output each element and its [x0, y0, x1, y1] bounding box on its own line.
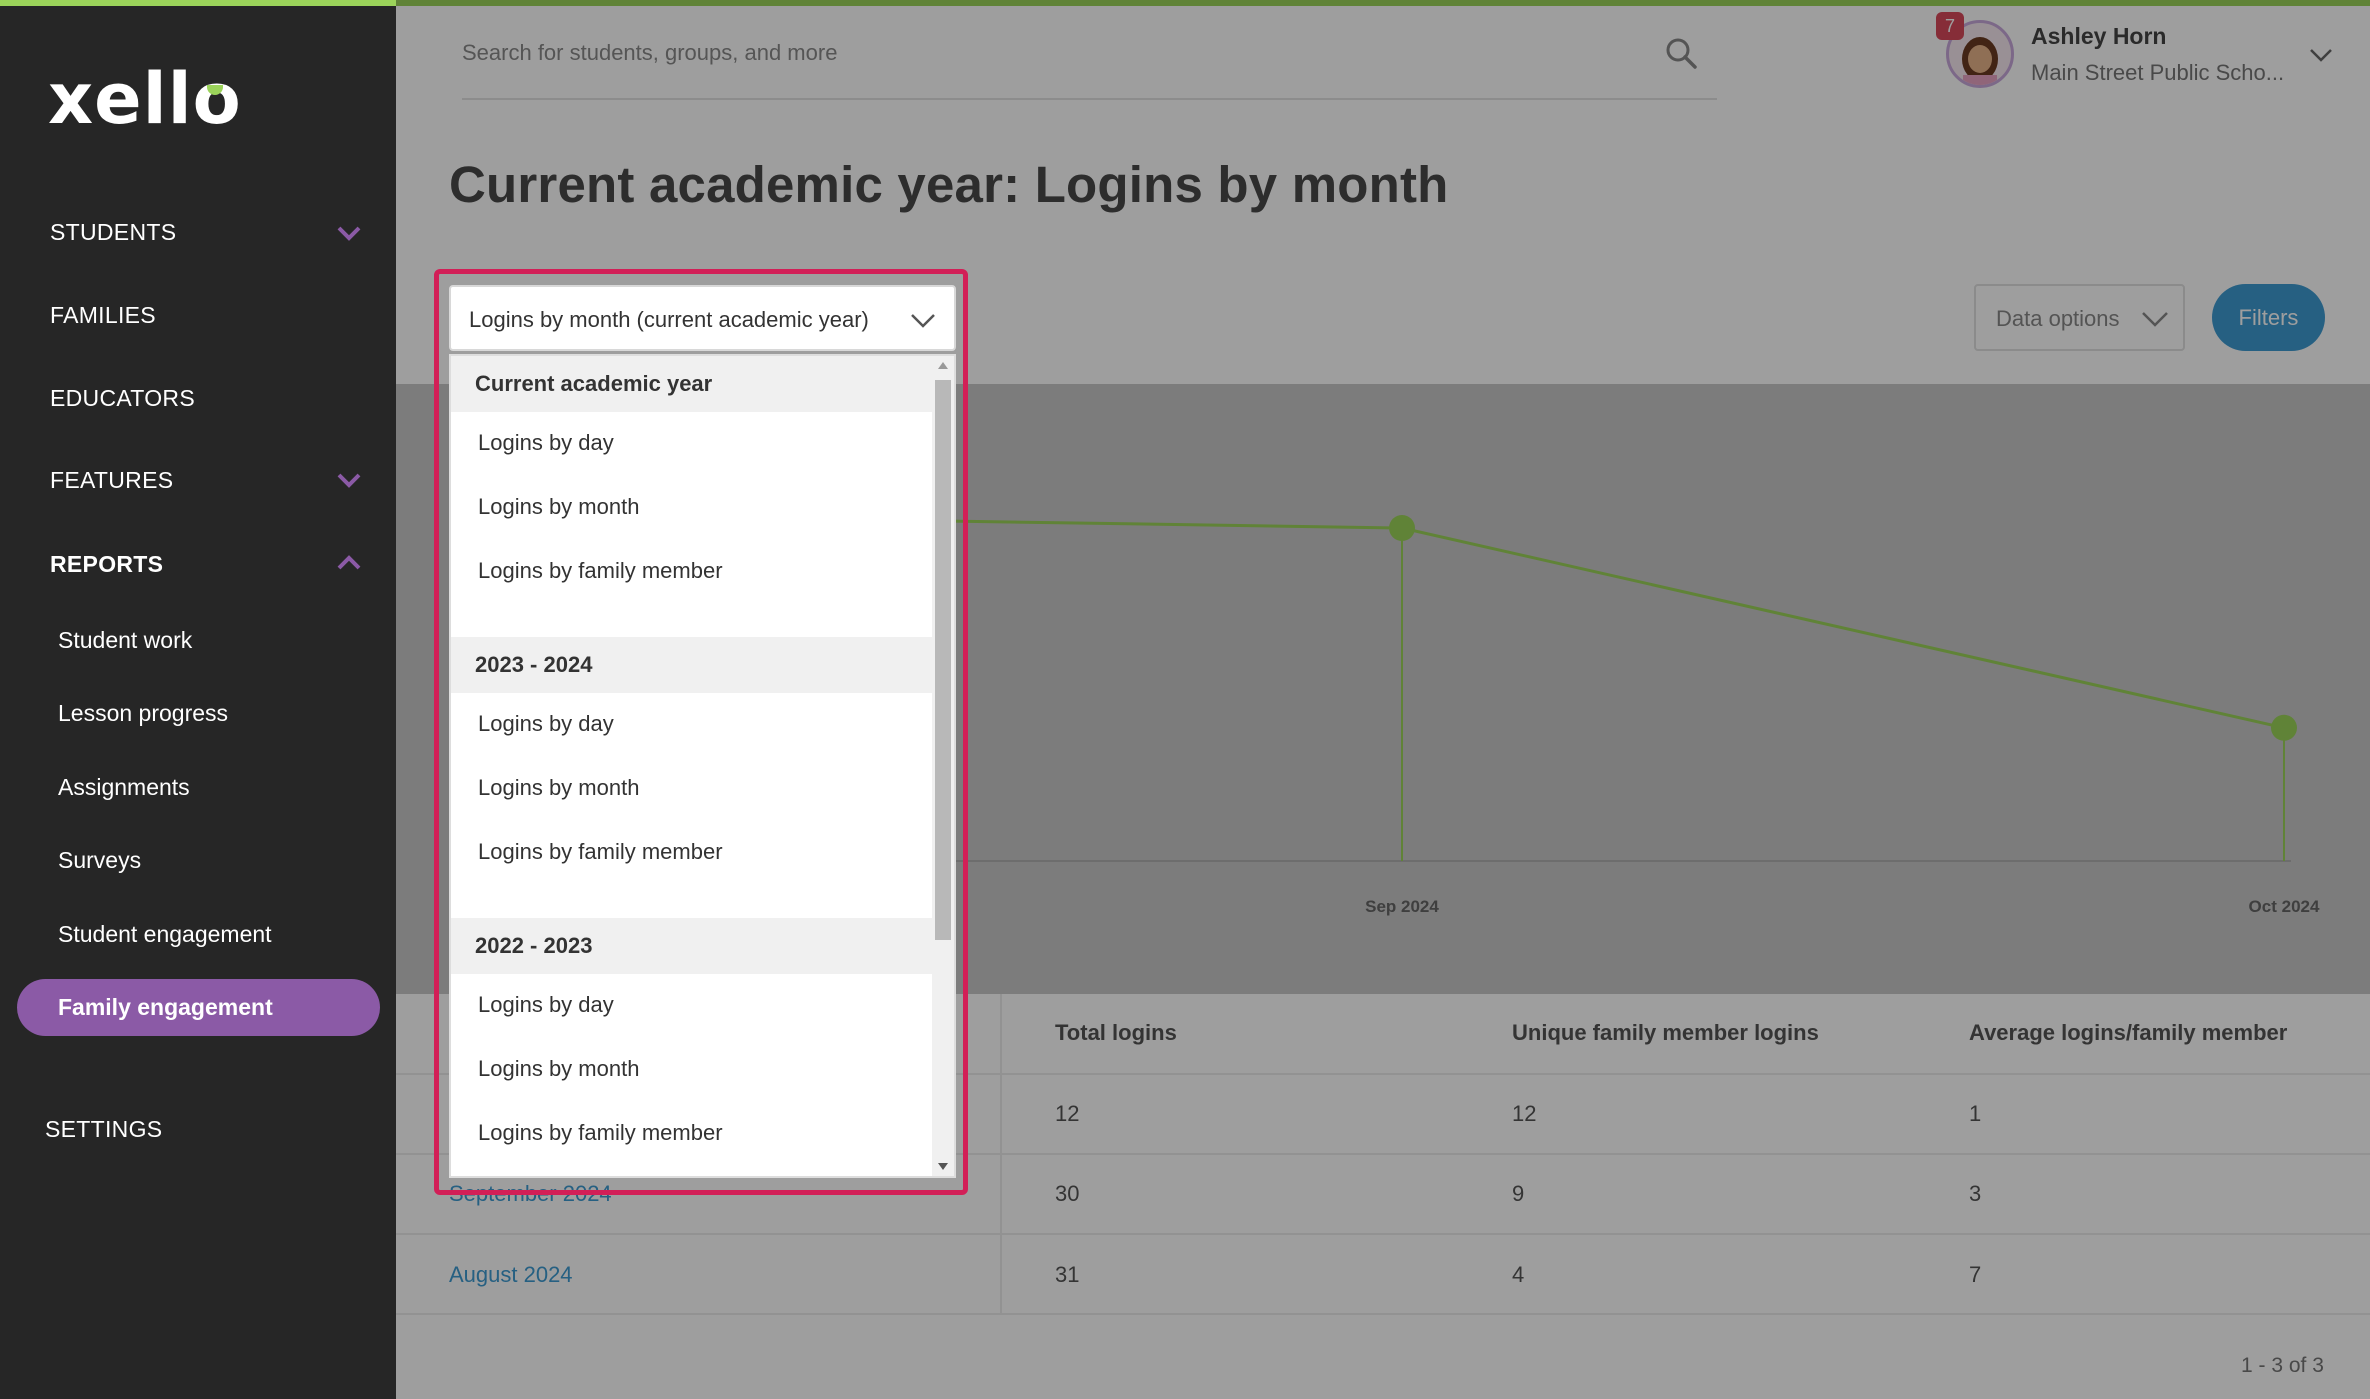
option-logins-by-month[interactable]: Logins by month — [478, 494, 640, 519]
data-options-button[interactable]: Data options — [1974, 284, 2185, 351]
user-avatar-icon — [1962, 37, 1998, 85]
sidebar-item-settings[interactable]: SETTINGS — [45, 1116, 163, 1142]
option-logins-by-month[interactable]: Logins by month — [478, 1056, 640, 1081]
table-row-month-link[interactable]: August 2024 — [449, 1262, 573, 1287]
user-school: Main Street Public Scho... — [2031, 60, 2285, 85]
report-type-select[interactable]: Logins by month (current academic year) — [449, 285, 956, 351]
sidebar-item-reports[interactable]: REPORTS — [50, 551, 164, 577]
pagination-info: 1 - 3 of 3 — [2241, 1354, 2324, 1377]
option-group-header: 2023 - 2024 — [451, 637, 934, 693]
x-tick-label: Oct 2024 — [2249, 897, 2320, 916]
option-logins-by-family-member[interactable]: Logins by family member — [478, 839, 723, 864]
search-input[interactable]: Search for students, groups, and more — [462, 40, 838, 65]
table-cell-unique: 12 — [1512, 1101, 1537, 1126]
option-logins-by-day[interactable]: Logins by day — [478, 992, 614, 1017]
sidebar-item-family-engagement[interactable] — [17, 979, 380, 1036]
chevron-down-icon — [911, 314, 935, 328]
scroll-down-icon[interactable] — [938, 1163, 948, 1170]
option-logins-by-family-member[interactable]: Logins by family member — [478, 558, 723, 583]
sidebar-item-features[interactable]: FEATURES — [50, 467, 174, 493]
sidebar: xello STUDENTS FAMILIES EDUCATORS FEATUR… — [0, 0, 396, 1399]
row-divider — [396, 1233, 2370, 1235]
dropdown-scrollbar[interactable] — [932, 356, 954, 1176]
user-name[interactable]: Ashley Horn — [2031, 23, 2167, 49]
table-cell-unique: 9 — [1512, 1181, 1525, 1206]
dropdown-menu[interactable]: Current academic year Logins by day Logi… — [449, 354, 956, 1178]
search-underline — [462, 98, 1717, 100]
row-divider — [396, 1073, 2370, 1075]
chevron-down-icon[interactable] — [334, 465, 364, 495]
sidebar-item-assignments[interactable]: Assignments — [58, 774, 190, 800]
column-header-unique-logins[interactable]: Unique family member logins — [1512, 1020, 1819, 1045]
data-options-label: Data options — [1996, 306, 2120, 331]
logo-smile-icon — [207, 85, 223, 95]
sidebar-item-student-work[interactable]: Student work — [58, 627, 193, 653]
table-cell-total: 31 — [1055, 1262, 1080, 1287]
option-logins-by-day[interactable]: Logins by day — [478, 711, 614, 736]
sidebar-item-educators[interactable]: EDUCATORS — [50, 385, 195, 411]
option-logins-by-family-member[interactable]: Logins by family member — [478, 1120, 723, 1145]
table-cell-total: 30 — [1055, 1181, 1080, 1206]
option-group-header: Current academic year — [451, 356, 934, 412]
data-point[interactable] — [1389, 515, 1415, 541]
sidebar-item-students[interactable]: STUDENTS — [50, 219, 177, 245]
search-icon[interactable] — [1664, 36, 1698, 70]
sidebar-item-surveys[interactable]: Surveys — [58, 847, 142, 873]
option-logins-by-month[interactable]: Logins by month — [478, 775, 640, 800]
chevron-up-icon[interactable] — [334, 548, 364, 578]
chevron-down-icon — [2142, 312, 2168, 327]
column-header-total-logins[interactable]: Total logins — [1055, 1020, 1177, 1045]
table-cell-average: 7 — [1969, 1262, 1982, 1287]
select-value: Logins by month (current academic year) — [469, 307, 869, 332]
table-cell-average: 3 — [1969, 1181, 1982, 1206]
page-title: Current academic year: Logins by month — [449, 156, 1449, 213]
xello-logo[interactable]: xello — [48, 58, 242, 140]
sidebar-item-label: Family engagement — [58, 994, 273, 1020]
table-cell-total: 12 — [1055, 1101, 1080, 1126]
option-group-header: 2022 - 2023 — [451, 918, 934, 974]
row-divider — [396, 1313, 2370, 1315]
highlight-box — [434, 269, 968, 1195]
filters-button[interactable]: Filters — [2212, 284, 2325, 351]
sidebar-item-lesson-progress[interactable]: Lesson progress — [58, 700, 229, 726]
x-tick-label: Sep 2024 — [1365, 897, 1439, 916]
chevron-down-icon[interactable] — [2306, 40, 2336, 70]
chevron-down-icon[interactable] — [334, 218, 364, 248]
notification-badge[interactable]: 7 — [1936, 12, 1964, 40]
data-point[interactable] — [2271, 714, 2297, 741]
scrollbar-thumb[interactable] — [935, 380, 951, 940]
table-cell-average: 1 — [1969, 1101, 1982, 1126]
row-divider — [396, 1153, 2370, 1155]
top-accent-line — [0, 0, 2370, 6]
scroll-up-icon[interactable] — [938, 362, 948, 369]
sidebar-item-families[interactable]: FAMILIES — [50, 302, 156, 328]
column-header-average-logins[interactable]: Average logins/family member — [1969, 1020, 2288, 1045]
table-cell-unique: 4 — [1512, 1262, 1525, 1287]
option-logins-by-day[interactable]: Logins by day — [478, 430, 614, 455]
sidebar-item-student-engagement[interactable]: Student engagement — [58, 921, 272, 947]
